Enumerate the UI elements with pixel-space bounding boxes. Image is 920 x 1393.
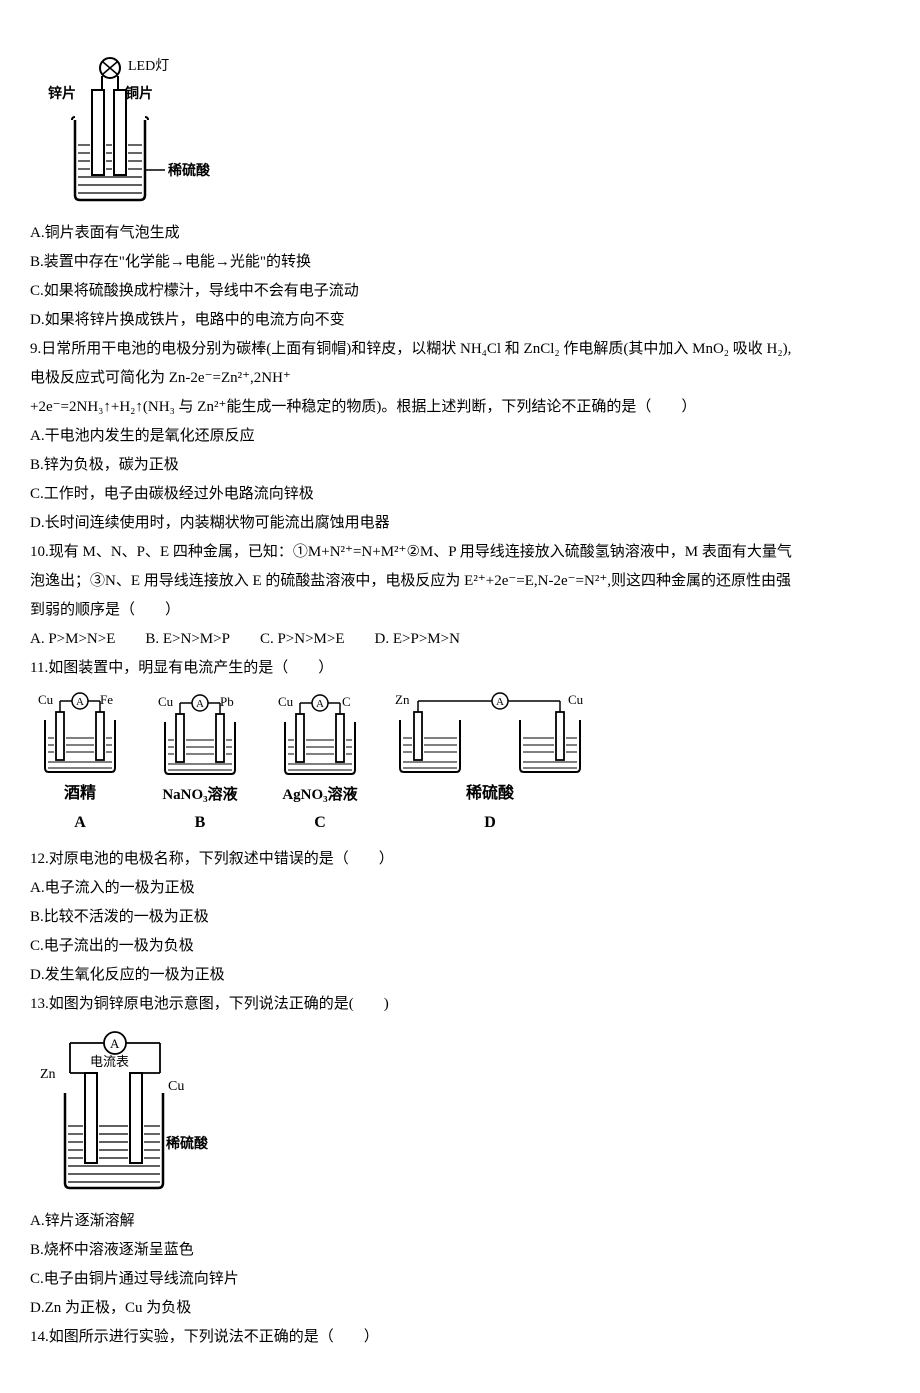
q11-diagrams: Cu A Fe 酒精 A Cu A Pb [30,690,890,838]
q13-optB: B.烧杯中溶液逐渐呈蓝色 [30,1237,890,1264]
svg-text:Zn: Zn [40,1067,56,1082]
svg-text:A: A [196,698,204,710]
q8-optD: D.如果将锌片换成铁片，电路中的电流方向不变 [30,307,890,334]
q13-diagram: A 电流表 Zn Cu 稀硫酸 [30,1028,890,1198]
q10-optD: D. E>P>M>N [375,626,460,653]
q9-optC: C.工作时，电子由碳极经过外电路流向锌极 [30,481,890,508]
svg-text:稀硫酸: 稀硫酸 [166,1135,209,1152]
q11-cellD-label: D [390,809,590,838]
q10-optC: C. P>N>M>E [260,626,345,653]
q8-optC: C.如果将硫酸换成柠檬汁，导线中不会有电子流动 [30,278,890,305]
svg-text:电流表: 电流表 [90,1054,129,1069]
q8-optA: A.铜片表面有气泡生成 [30,220,890,247]
q11-cell-C: Cu A C AgNO₃溶液 C [270,692,370,838]
q10-optB: B. E>N>M>P [145,626,230,653]
q13-optC: C.电子由铜片通过导线流向锌片 [30,1266,890,1293]
q9-stem1: 9.日常所用干电池的电极分别为碳棒(上面有铜帽)和锌皮，以糊状 NH₄Cl 和 … [30,336,890,363]
q12-optC: C.电子流出的一极为负极 [30,933,890,960]
svg-text:Pb: Pb [220,694,234,709]
q14-stem: 14.如图所示进行实验，下列说法不正确的是（ ） [30,1324,890,1351]
zinc-label: 锌片 [48,85,76,102]
q9-stem2: 电极反应式可简化为 Zn-2e⁻=Zn²⁺,2NH⁺ [30,365,890,392]
q13-optA: A.锌片逐渐溶解 [30,1208,890,1235]
led-label: LED灯 [128,58,169,74]
svg-text:Cu: Cu [568,692,584,707]
q10-stem3: 到弱的顺序是（ ） [30,597,890,624]
q11-stem: 11.如图装置中，明显有电流产生的是（ ） [30,655,890,682]
svg-text:Cu: Cu [158,694,174,709]
svg-text:A: A [76,696,84,708]
q11-cell-B: Cu A Pb NaNO₃溶液 B [150,692,250,838]
q11-cell-A: Cu A Fe 酒精 A [30,690,130,838]
svg-text:Cu: Cu [168,1079,184,1094]
q9-optB: B.锌为负极，碳为正极 [30,452,890,479]
q8-optB: B.装置中存在"化学能→电能→光能"的转换 [30,249,890,276]
led-cell-diagram: LED灯 锌片 铜片 稀硫酸 [30,50,890,210]
q13-stem: 13.如图为铜锌原电池示意图，下列说法正确的是( ) [30,991,890,1018]
q9-stem3: +2e⁻=2NH₃↑+H₂↑(NH₃ 与 Zn²⁺能生成一种稳定的物质)。根据上… [30,394,890,421]
q12-optD: D.发生氧化反应的一极为正极 [30,962,890,989]
svg-text:Cu: Cu [278,694,294,709]
q11-cellA-sol: 酒精 [30,780,130,809]
q10-stem2: 泡逸出；③N、E 用导线连接放入 E 的硫酸盐溶液中，电极反应为 E²⁺+2e⁻… [30,568,890,595]
q11-cellC-sol: AgNO₃溶液 [270,782,370,809]
q11-cellD-sol: 稀硫酸 [390,780,590,809]
q12-stem: 12.对原电池的电极名称，下列叙述中错误的是（ ） [30,846,890,873]
svg-text:Cu: Cu [38,692,54,707]
svg-text:A: A [110,1036,120,1051]
svg-text:C: C [342,694,351,709]
q9-optA: A.干电池内发生的是氧化还原反应 [30,423,890,450]
q10-optA: A. P>M>N>E [30,626,115,653]
svg-text:A: A [496,696,504,708]
q11-cellB-label: B [150,809,250,838]
svg-text:A: A [316,698,324,710]
q10-stem1: 10.现有 M、N、P、E 四种金属，已知：①M+N²⁺=N+M²⁺②M、P 用… [30,539,890,566]
copper-label: 铜片 [125,85,153,102]
q11-cellC-label: C [270,809,370,838]
svg-text:Zn: Zn [395,692,410,707]
q11-cell-D: Zn A Cu [390,690,590,838]
q9-optD: D.长时间连续使用时，内装糊状物可能流出腐蚀用电器 [30,510,890,537]
q12-optA: A.电子流入的一极为正极 [30,875,890,902]
acid-label: 稀硫酸 [168,162,210,179]
q11-cellB-sol: NaNO₃溶液 [150,782,250,809]
q13-optD: D.Zn 为正极，Cu 为负极 [30,1295,890,1322]
q11-cellA-label: A [30,809,130,838]
q10-options: A. P>M>N>E B. E>N>M>P C. P>N>M>E D. E>P>… [30,626,890,653]
q12-optB: B.比较不活泼的一极为正极 [30,904,890,931]
svg-text:Fe: Fe [100,692,113,707]
